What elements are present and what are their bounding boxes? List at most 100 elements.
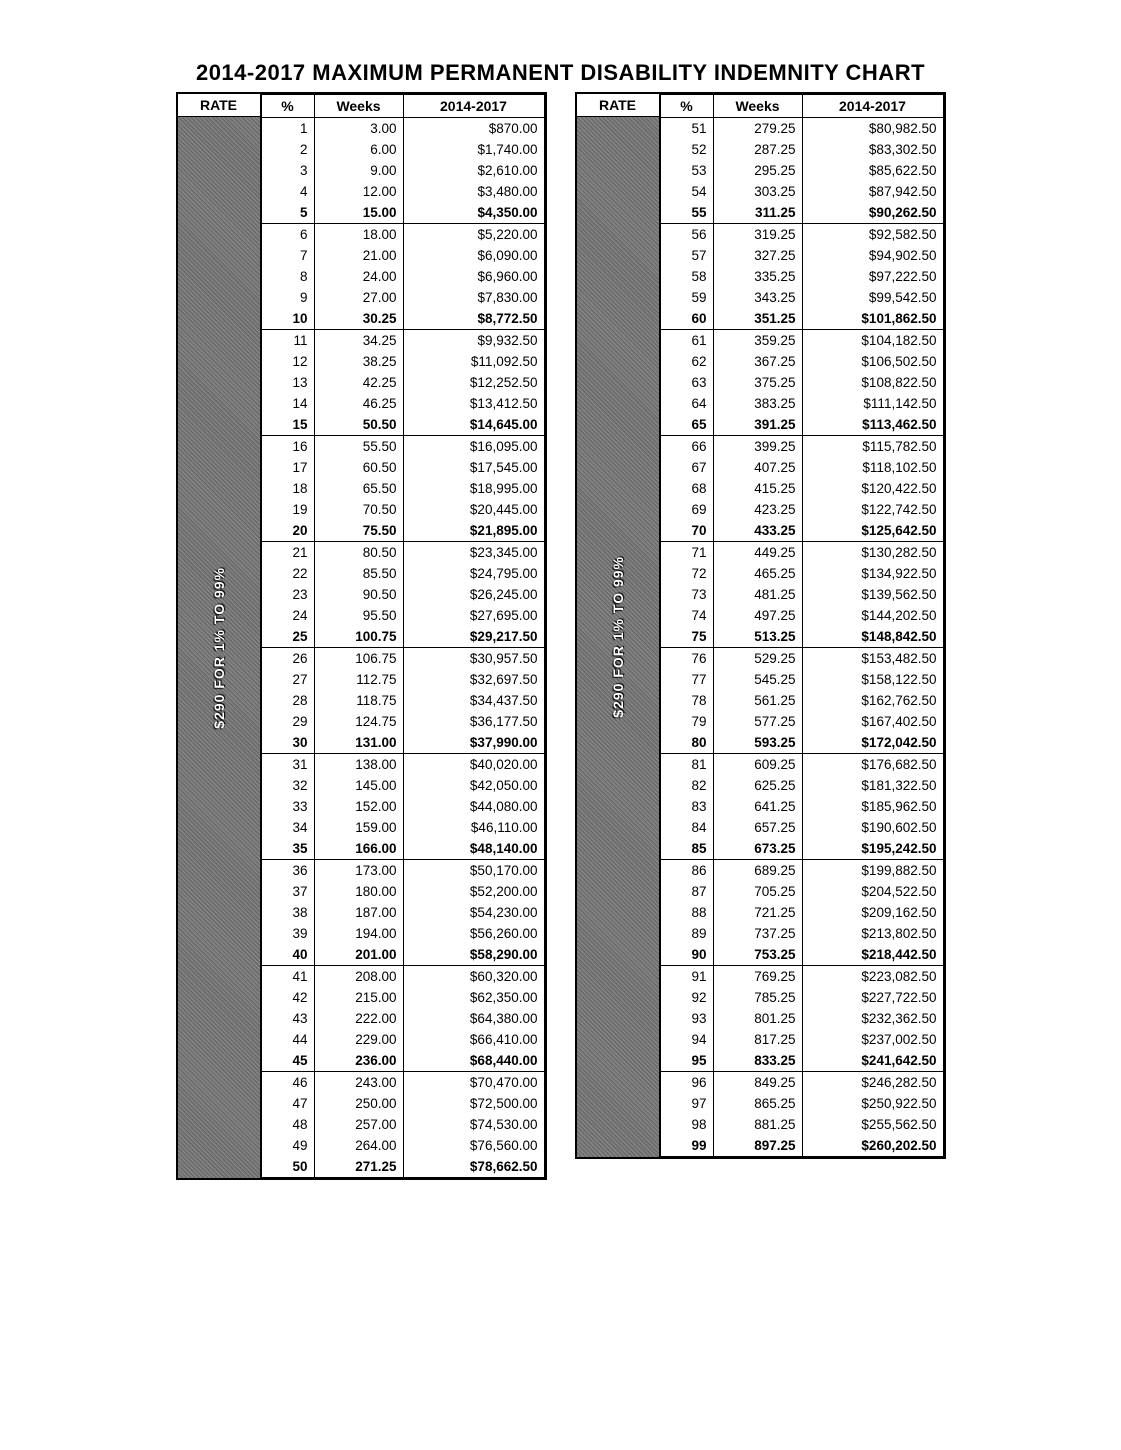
cell-percent: 13 [261,372,314,393]
table-row: 721.00$6,090.00 [261,245,544,266]
cell-percent: 82 [660,775,713,796]
table-row: 927.00$7,830.00 [261,287,544,308]
table-row: 412.00$3,480.00 [261,181,544,202]
cell-weeks: 295.25 [713,160,802,181]
cell-percent: 90 [660,944,713,966]
cell-weeks: 152.00 [314,796,403,817]
cell-amount: $2,610.00 [403,160,544,181]
table-row: 36173.00$50,170.00 [261,860,544,882]
cell-percent: 46 [261,1072,314,1094]
cell-amount: $74,530.00 [403,1114,544,1135]
cell-weeks: 481.25 [713,584,802,605]
cell-weeks: 279.25 [713,118,802,140]
cell-amount: $62,350.00 [403,987,544,1008]
table-row: 1238.25$11,092.50 [261,351,544,372]
cell-percent: 49 [261,1135,314,1156]
cell-amount: $111,142.50 [802,393,943,414]
cell-amount: $7,830.00 [403,287,544,308]
cell-amount: $260,202.50 [802,1135,943,1157]
cell-percent: 60 [660,308,713,330]
cell-amount: $16,095.00 [403,436,544,458]
cell-amount: $34,437.50 [403,690,544,711]
cell-weeks: 769.25 [713,966,802,988]
cell-amount: $190,602.50 [802,817,943,838]
cell-weeks: 250.00 [314,1093,403,1114]
cell-weeks: 257.00 [314,1114,403,1135]
cell-percent: 74 [660,605,713,626]
cell-amount: $101,862.50 [802,308,943,330]
cell-weeks: 897.25 [713,1135,802,1157]
cell-percent: 36 [261,860,314,882]
cell-weeks: 673.25 [713,838,802,860]
cell-percent: 42 [261,987,314,1008]
cell-percent: 85 [660,838,713,860]
cell-weeks: 529.25 [713,648,802,670]
cell-weeks: 513.25 [713,626,802,648]
cell-amount: $85,622.50 [802,160,943,181]
cell-amount: $134,922.50 [802,563,943,584]
table-row: 39194.00$56,260.00 [261,923,544,944]
cell-percent: 47 [261,1093,314,1114]
cell-weeks: 24.00 [314,266,403,287]
cell-percent: 95 [660,1050,713,1072]
cell-amount: $56,260.00 [403,923,544,944]
cell-percent: 84 [660,817,713,838]
cell-amount: $14,645.00 [403,414,544,436]
cell-weeks: 42.25 [314,372,403,393]
cell-percent: 34 [261,817,314,838]
cell-amount: $11,092.50 [403,351,544,372]
cell-percent: 96 [660,1072,713,1094]
table-row: 34159.00$46,110.00 [261,817,544,838]
table-row: 1342.25$12,252.50 [261,372,544,393]
cell-percent: 59 [660,287,713,308]
cell-percent: 76 [660,648,713,670]
table-row: 38187.00$54,230.00 [261,902,544,923]
cell-weeks: 187.00 [314,902,403,923]
cell-weeks: 85.50 [314,563,403,584]
cell-weeks: 6.00 [314,139,403,160]
table-row: 79577.25$167,402.50 [660,711,943,732]
cell-weeks: 118.75 [314,690,403,711]
table-row: 81609.25$176,682.50 [660,754,943,776]
col-period: 2014-2017 [403,95,544,118]
cell-percent: 18 [261,478,314,499]
cell-percent: 2 [261,139,314,160]
cell-amount: $80,982.50 [802,118,943,140]
col-weeks: Weeks [314,95,403,118]
cell-percent: 99 [660,1135,713,1157]
cell-amount: $3,480.00 [403,181,544,202]
table-row: 26106.75$30,957.50 [261,648,544,670]
cell-amount: $167,402.50 [802,711,943,732]
cell-weeks: 545.25 [713,669,802,690]
rate-label: $290 FOR 1% TO 99% [610,556,626,718]
cell-amount: $27,695.00 [403,605,544,626]
cell-percent: 32 [261,775,314,796]
table-row: 78561.25$162,762.50 [660,690,943,711]
cell-percent: 72 [660,563,713,584]
cell-weeks: 38.25 [314,351,403,372]
cell-amount: $97,222.50 [802,266,943,287]
cell-amount: $213,802.50 [802,923,943,944]
cell-weeks: 138.00 [314,754,403,776]
left-table-wrap: RATE $290 FOR 1% TO 99% % Weeks 2014-201… [176,92,547,1180]
cell-amount: $223,082.50 [802,966,943,988]
cell-percent: 66 [660,436,713,458]
table-row: 28118.75$34,437.50 [261,690,544,711]
cell-percent: 71 [660,542,713,564]
cell-weeks: 264.00 [314,1135,403,1156]
table-row: 56319.25$92,582.50 [660,224,943,246]
cell-weeks: 194.00 [314,923,403,944]
cell-amount: $13,412.50 [403,393,544,414]
cell-percent: 26 [261,648,314,670]
table-row: 2495.50$27,695.00 [261,605,544,626]
table-row: 39.00$2,610.00 [261,160,544,181]
table-row: 83641.25$185,962.50 [660,796,943,817]
left-rate-column: RATE $290 FOR 1% TO 99% [178,94,261,1178]
cell-weeks: 95.50 [314,605,403,626]
cell-percent: 12 [261,351,314,372]
cell-percent: 94 [660,1029,713,1050]
cell-weeks: 159.00 [314,817,403,838]
table-row: 65391.25$113,462.50 [660,414,943,436]
cell-percent: 93 [660,1008,713,1029]
cell-amount: $36,177.50 [403,711,544,732]
